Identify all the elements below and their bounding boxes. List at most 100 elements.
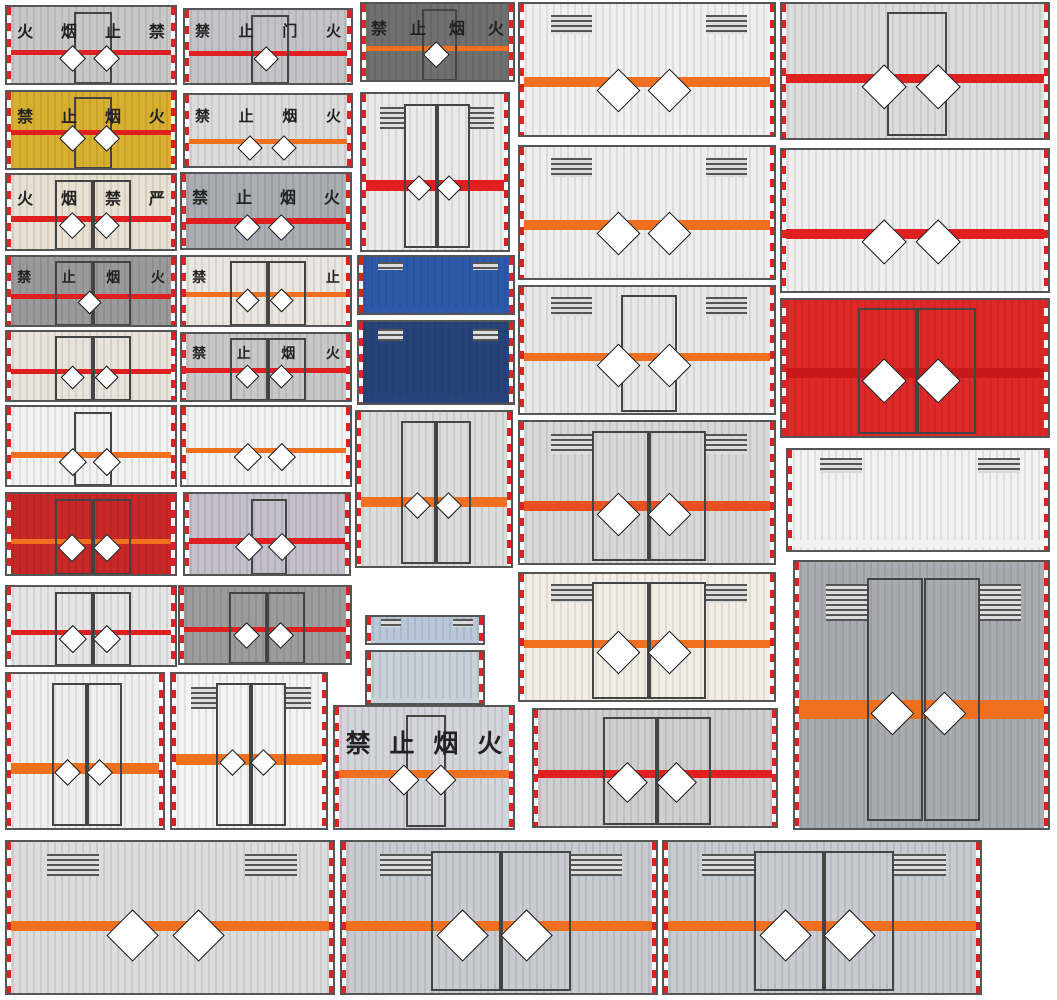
warning-char: 烟 (61, 21, 78, 41)
cargo-door[interactable] (251, 683, 286, 826)
cargo-door[interactable] (592, 581, 649, 699)
cargo-door[interactable] (857, 308, 917, 435)
edge-reflector (782, 4, 786, 138)
cargo-door[interactable] (657, 717, 712, 826)
reflective-stripe (335, 769, 513, 779)
vent-louver (978, 458, 1021, 473)
edge-reflector (7, 674, 11, 828)
edge-reflector (342, 842, 346, 993)
edge-reflector (7, 332, 11, 400)
cargo-door[interactable] (93, 179, 131, 249)
truck-box-photo (365, 650, 485, 705)
truck-box-photo (780, 298, 1050, 438)
cargo-door[interactable] (917, 308, 977, 435)
cargo-door[interactable] (824, 851, 895, 991)
edge-reflector (346, 407, 350, 485)
warning-char: 禁 (192, 188, 209, 208)
cargo-door[interactable] (268, 261, 306, 325)
edge-reflector (362, 94, 366, 250)
cargo-door[interactable] (649, 430, 706, 562)
cargo-door[interactable] (401, 421, 436, 564)
reflective-stripe (7, 49, 175, 55)
cargo-door[interactable] (866, 578, 924, 822)
cargo-door[interactable] (251, 14, 289, 83)
box-panel-ribs (185, 494, 349, 574)
cargo-door[interactable] (437, 103, 470, 248)
cargo-door[interactable] (404, 103, 437, 248)
cargo-door[interactable] (228, 591, 267, 663)
edge-reflector (782, 300, 786, 436)
reflective-stripe (7, 130, 175, 136)
edge-reflector (7, 494, 11, 574)
warning-char: 烟 (106, 269, 121, 286)
reflective-stripe (182, 218, 350, 224)
cargo-door[interactable] (93, 261, 131, 325)
cargo-door[interactable] (649, 581, 706, 699)
cargo-door[interactable] (216, 683, 251, 826)
warning-char: 止 (410, 18, 427, 38)
cargo-door[interactable] (602, 717, 657, 826)
cargo-door[interactable] (74, 411, 112, 485)
cargo-door[interactable] (230, 261, 268, 325)
edge-reflector (479, 652, 483, 703)
cargo-door[interactable] (431, 851, 501, 991)
vent-louver (470, 106, 494, 130)
vent-louver (705, 157, 748, 177)
truck-box-photo: 禁止烟火 (183, 93, 353, 168)
warning-char: 严 (148, 189, 165, 209)
edge-reflector (509, 322, 513, 403)
warning-char: 禁 (194, 22, 210, 41)
vent-louver (285, 686, 312, 709)
edge-reflector (171, 175, 175, 249)
cargo-door[interactable] (93, 499, 131, 574)
warning-char: 禁 (345, 728, 371, 758)
edge-reflector (182, 257, 186, 325)
cargo-door[interactable] (501, 851, 571, 991)
warning-char: 止 (61, 269, 76, 286)
cargo-door[interactable] (55, 336, 93, 400)
cargo-door[interactable] (422, 8, 457, 80)
truck-box-photo (357, 320, 515, 405)
box-panel-ribs (7, 407, 175, 485)
cargo-door[interactable] (267, 591, 306, 663)
cargo-door[interactable] (55, 591, 93, 665)
edge-reflector (534, 710, 538, 826)
edge-reflector (664, 842, 668, 993)
edge-reflector (782, 150, 786, 291)
warning-char: 门 (282, 22, 298, 41)
cargo-door[interactable] (230, 338, 268, 400)
edge-reflector (182, 334, 186, 400)
warning-char: 烟 (104, 106, 121, 126)
warning-char: 火 (477, 728, 503, 758)
edge-reflector (7, 7, 11, 83)
cargo-door[interactable] (923, 578, 981, 822)
warning-char: 火 (487, 18, 504, 38)
vent-louver (190, 686, 217, 709)
vent-louver (46, 854, 100, 877)
cargo-door[interactable] (55, 499, 93, 574)
cargo-door[interactable] (753, 851, 824, 991)
cargo-door[interactable] (87, 683, 123, 826)
truck-box-photo (662, 840, 982, 995)
truck-box-photo: 禁止烟火 (333, 705, 515, 830)
cargo-door[interactable] (592, 430, 649, 562)
box-panel-ribs (335, 707, 513, 828)
vent-louver (380, 106, 404, 130)
cargo-door[interactable] (268, 338, 306, 400)
truck-box-photo (518, 2, 776, 137)
truck-box-photo: 禁止烟火 (5, 90, 177, 170)
warning-text: 禁止烟火 (346, 724, 503, 760)
cargo-door[interactable] (93, 336, 131, 400)
box-panel-ribs (782, 150, 1048, 291)
warning-char: 火 (148, 106, 165, 126)
edge-reflector (507, 412, 511, 566)
cargo-door[interactable] (436, 421, 471, 564)
cargo-door[interactable] (55, 179, 93, 249)
cargo-door[interactable] (51, 683, 87, 826)
reflective-stripe (7, 452, 175, 458)
cargo-door[interactable] (93, 591, 131, 665)
warning-char: 禁 (192, 269, 207, 286)
vent-louver (453, 619, 473, 628)
warning-text: 火烟禁严 (17, 185, 165, 209)
edge-reflector (172, 674, 176, 828)
